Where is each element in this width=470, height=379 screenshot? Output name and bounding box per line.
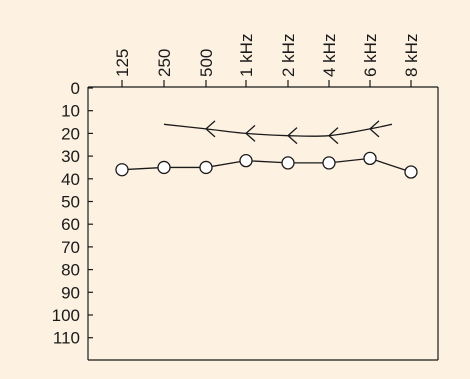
x-tick-label: 6 kHz xyxy=(361,34,380,77)
y-tick-label: 50 xyxy=(61,193,80,212)
series-circle-line xyxy=(121,157,412,173)
y-tick-label: 0 xyxy=(71,79,80,98)
y-tick-label: 30 xyxy=(61,147,80,166)
data-point-circle xyxy=(322,156,336,170)
data-point-circle xyxy=(115,163,129,177)
x-tick-label: 500 xyxy=(197,49,216,77)
x-tick-label: 8 kHz xyxy=(402,34,421,77)
data-point-arrow xyxy=(245,124,256,142)
y-tick-label: 90 xyxy=(61,283,80,302)
x-tick-label: 125 xyxy=(113,49,132,77)
series-arrow-curve xyxy=(163,123,393,137)
x-tick-label: 2 kHz xyxy=(279,34,298,77)
data-point-arrow xyxy=(369,120,380,138)
data-point-circle xyxy=(404,165,418,179)
data-point-circle xyxy=(199,160,213,175)
y-tick-label: 100 xyxy=(52,306,80,325)
y-tick-label: 60 xyxy=(61,215,80,234)
y-tick-label: 110 xyxy=(53,329,80,348)
y-tick-label: 70 xyxy=(61,238,80,257)
x-tick-label: 4 kHz xyxy=(320,34,339,77)
y-tick-label: 10 xyxy=(61,102,80,121)
y-tick-label: 40 xyxy=(61,170,80,189)
data-point-circle xyxy=(157,160,171,175)
data-point-arrow xyxy=(287,127,298,145)
x-tick-label: 1 kHz xyxy=(237,34,256,77)
data-point-circle xyxy=(239,153,253,168)
data-point-circle xyxy=(281,156,295,170)
y-tick-label: 20 xyxy=(61,124,80,143)
data-point-circle xyxy=(363,151,377,166)
x-tick-label: 250 xyxy=(155,49,174,77)
y-tick-label: 80 xyxy=(61,261,80,280)
data-point-arrow xyxy=(205,120,216,138)
data-point-arrow xyxy=(328,127,339,145)
